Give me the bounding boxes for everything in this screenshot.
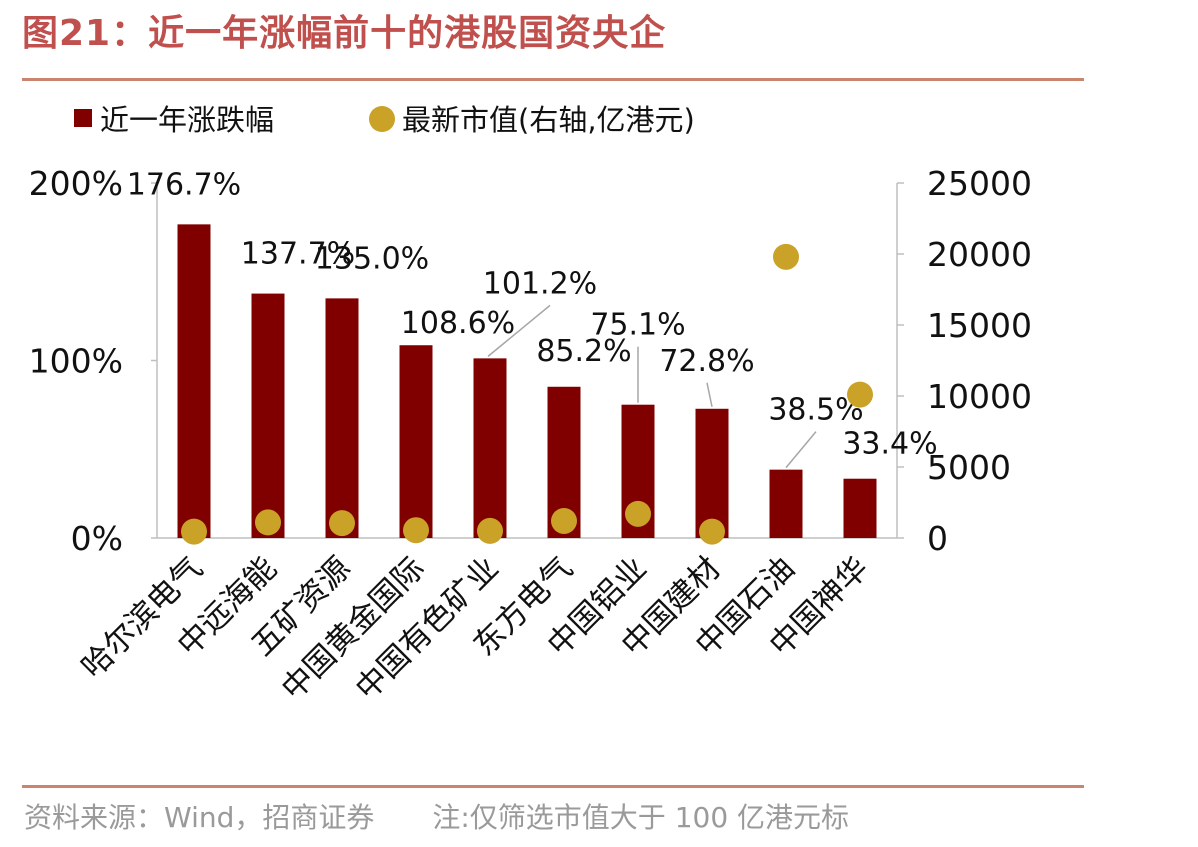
- leader-line: [785, 431, 817, 469]
- legend-swatch-dot: [369, 106, 395, 132]
- bar-data-label: 101.2%: [483, 266, 597, 301]
- label-leader-lines: [487, 304, 817, 469]
- scatter-point: [699, 518, 725, 545]
- bar: [473, 358, 507, 538]
- bar: [695, 408, 729, 538]
- left-axis-tick-label: 200%: [29, 164, 123, 203]
- bar-data-label: 85.2%: [536, 334, 631, 369]
- bar-data-label: 176.7%: [127, 167, 241, 202]
- category-labels: 哈尔滨电气中远海能五矿资源中国黄金国际中国有色矿业东方电气中国铝业中国建材中国石…: [75, 550, 876, 707]
- left-axis-tick-label: 100%: [29, 342, 123, 381]
- bar-data-label: 108.6%: [401, 306, 515, 341]
- bar: [251, 293, 285, 538]
- legend-swatch-bar: [74, 109, 92, 127]
- bar: [399, 345, 433, 538]
- left-axis-tick-label: 0%: [71, 519, 123, 558]
- scatter-point: [403, 517, 429, 544]
- scatter-series: [181, 243, 873, 545]
- scatter-point: [329, 510, 355, 537]
- left-axis: 0% 100% 200%: [29, 164, 897, 558]
- bar: [325, 298, 359, 538]
- bar-data-label: 135.0%: [315, 241, 429, 276]
- right-axis-tick-label: 25000: [927, 164, 1032, 203]
- chart-title: 图21：近一年涨幅前十的港股国资央企: [22, 13, 667, 54]
- scatter-point: [847, 381, 873, 408]
- title-divider: [22, 78, 1084, 81]
- footer-divider: [22, 785, 1084, 788]
- scatter-point: [181, 518, 207, 545]
- chart: 近一年涨跌幅 最新市值(右轴,亿港元) 0% 100% 200% 0 5000 10000…: [29, 103, 1032, 707]
- bar-series: [177, 224, 877, 539]
- source-note: 资料来源：Wind，招商证券 注:仅筛选市值大于 100 亿港元标: [24, 796, 849, 836]
- legend-label-dot: 最新市值(右轴,亿港元): [402, 103, 695, 137]
- legend-label-bar: 近一年涨跌幅: [100, 103, 274, 137]
- legend: 近一年涨跌幅 最新市值(右轴,亿港元): [74, 103, 695, 137]
- bar-data-label: 33.4%: [842, 427, 937, 462]
- bar: [769, 469, 803, 538]
- scatter-point: [625, 500, 651, 527]
- footnote-text: 注:仅筛选市值大于 100 亿港元标: [432, 801, 850, 834]
- scatter-point: [477, 517, 503, 544]
- bar: [177, 224, 211, 539]
- right-axis-tick-label: 5000: [927, 448, 1011, 487]
- bar-data-label: 137.7%: [241, 237, 355, 272]
- right-axis-tick-label: 20000: [927, 235, 1032, 274]
- bar-data-labels: 176.7%137.7%135.0% 108.6% 101.2% 85.2%75.1%…: [127, 167, 938, 461]
- scatter-point: [773, 243, 799, 270]
- bar-data-label: 72.8%: [659, 344, 754, 379]
- scatter-point: [551, 507, 577, 534]
- leader-line: [706, 382, 713, 407]
- source-text: 资料来源：Wind，招商证券: [24, 801, 375, 834]
- right-axis-tick-label: 10000: [927, 377, 1032, 416]
- right-axis-tick-label: 15000: [927, 306, 1032, 345]
- scatter-point: [255, 509, 281, 536]
- right-axis-tick-label: 0: [927, 519, 948, 558]
- leader-line: [487, 304, 551, 357]
- bar: [843, 478, 877, 538]
- bar-data-label: 75.1%: [590, 308, 685, 343]
- right-axis: 0 5000 10000 15000 20000 25000: [896, 164, 1032, 558]
